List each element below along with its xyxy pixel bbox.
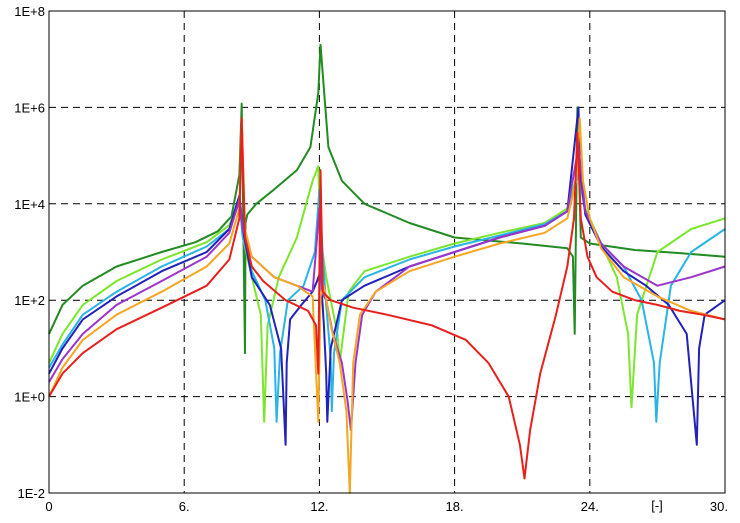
y-axis: 1E-2 1E+0 1E+2 1E+4 1E+6 1E+8	[14, 4, 45, 501]
series-orange	[48, 117, 726, 494]
x-axis-label: [-]	[651, 498, 663, 513]
y-tick-label-1: 1E+0	[14, 390, 45, 405]
x-tick-label-4: 24.	[581, 499, 599, 514]
y-tick-label-0: 1E-2	[18, 486, 45, 501]
y-tick-label-4: 1E+6	[14, 100, 45, 115]
series-purple	[48, 146, 726, 432]
y-tick-label-3: 1E+4	[14, 197, 45, 212]
series-layer	[48, 43, 726, 494]
series-navy	[48, 106, 726, 446]
series-darkgreen	[48, 43, 726, 355]
x-tick-label-2: 12.	[310, 499, 328, 514]
x-axis: 0 6. 12. 18. 24. 30.	[45, 499, 728, 514]
y-tick-label-5: 1E+8	[14, 4, 45, 19]
x-tick-label-0: 0	[45, 499, 52, 514]
plot-background	[49, 11, 725, 493]
x-tick-label-1: 6.	[179, 499, 190, 514]
x-tick-label-5: 30.	[710, 499, 728, 514]
y-tick-label-2: 1E+2	[14, 293, 45, 308]
series-red	[48, 117, 726, 480]
plot-frame	[48, 10, 726, 494]
x-tick-label-3: 18.	[446, 499, 464, 514]
